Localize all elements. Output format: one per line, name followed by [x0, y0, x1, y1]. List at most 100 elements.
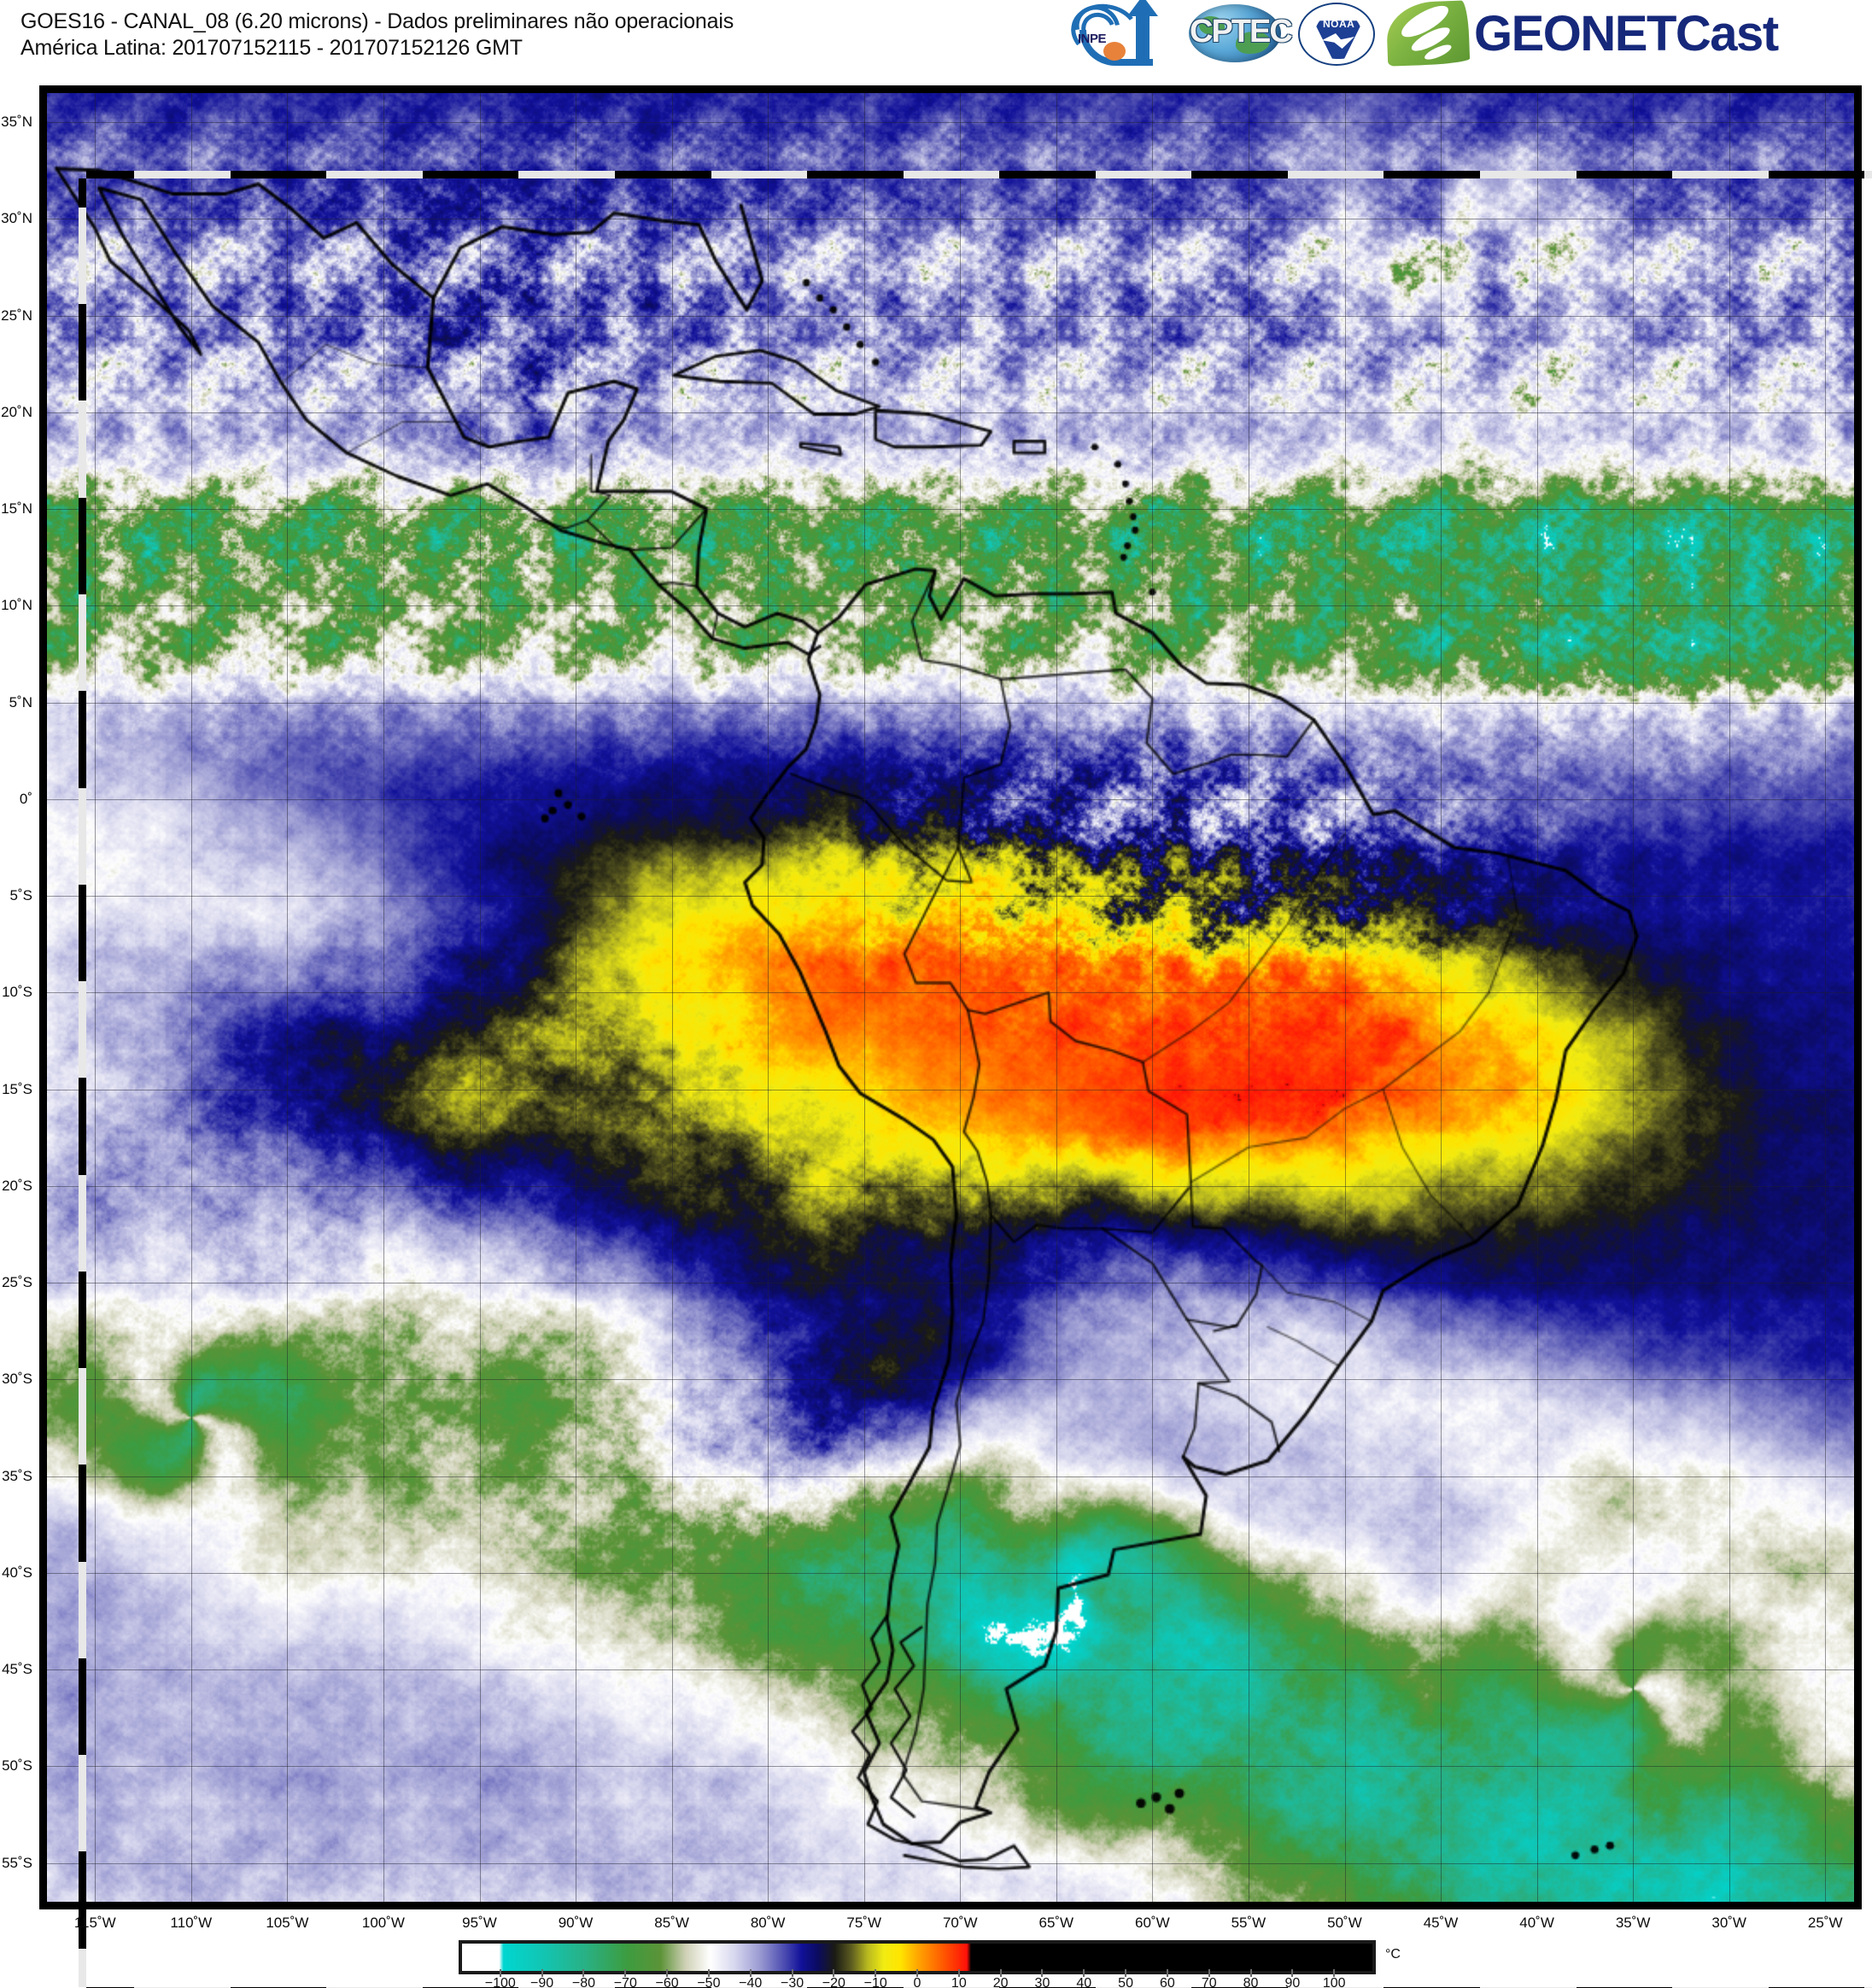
colorbar-tick-label: 50 — [1118, 1976, 1133, 1988]
colorbar-tick-label: −10 — [863, 1976, 887, 1988]
latitude-tick-label: 20˚N — [1, 403, 32, 420]
geonetcast-logo-label: GEONETCast — [1474, 5, 1779, 61]
latitude-tick-label: 50˚S — [2, 1757, 32, 1775]
colorbar-unit-label: °C — [1385, 1947, 1401, 1962]
colorbar-tick-label: 80 — [1243, 1976, 1259, 1988]
longitude-tick-label: 35˚W — [1615, 1915, 1651, 1931]
colorbar-tick — [499, 1969, 501, 1977]
colorbar-tick-label: 40 — [1076, 1976, 1092, 1988]
longitude-tick-label: 30˚W — [1711, 1915, 1746, 1931]
frame-tick-segment — [1864, 171, 1872, 178]
map-frame — [39, 85, 1862, 1909]
latitude-tick-label: 15˚S — [2, 1080, 32, 1097]
latitude-tick-label: 30˚S — [2, 1371, 32, 1388]
colorbar-tick — [1083, 1969, 1085, 1977]
colorbar-tick — [582, 1969, 585, 1977]
colorbar-tick — [666, 1969, 669, 1977]
noaa-logo-icon: NOAA — [1295, 1, 1378, 66]
colorbar-tick — [707, 1969, 710, 1977]
region-timestamp: América Latina: 201707152115 - 201707152… — [20, 36, 523, 60]
latitude-tick-label: 20˚S — [2, 1177, 32, 1194]
colorbar-tick — [999, 1969, 1002, 1977]
colorbar-tick-label: −80 — [571, 1976, 596, 1988]
colorbar-tick — [875, 1969, 877, 1977]
colorbar-tick — [1291, 1969, 1294, 1977]
latitude-tick-label: 55˚S — [2, 1854, 32, 1871]
longitude-tick-label: 40˚W — [1519, 1915, 1554, 1931]
colorbar-tick-label: 20 — [992, 1976, 1009, 1988]
colorbar-tick-label: 0 — [913, 1976, 921, 1988]
longitude-tick-label: 80˚W — [750, 1915, 786, 1931]
longitude-tick-label: 50˚W — [1327, 1915, 1362, 1931]
latitude-tick-label: 30˚N — [1, 210, 32, 227]
colorbar-tick-label: −70 — [613, 1976, 637, 1988]
colorbar-tick-label: −20 — [822, 1976, 845, 1988]
colorbar-tick-label: 100 — [1322, 1976, 1346, 1988]
longitude-tick-label: 45˚W — [1423, 1915, 1459, 1931]
colorbar-tick — [1208, 1969, 1210, 1977]
colorbar-tick-label: −100 — [484, 1976, 516, 1988]
longitude-tick-label: 95˚W — [462, 1915, 497, 1931]
longitude-tick-label: 75˚W — [846, 1915, 881, 1931]
satellite-imagery-canvas — [47, 93, 1854, 1902]
latitude-tick-label: 15˚N — [1, 500, 32, 517]
latitude-tick-label: 10˚S — [2, 984, 32, 1001]
colorbar-tick-label: 30 — [1034, 1976, 1050, 1988]
longitude-tick-label: 25˚W — [1807, 1915, 1843, 1931]
longitude-tick-label: 55˚W — [1231, 1915, 1267, 1931]
colorbar-tick-label: 60 — [1160, 1976, 1175, 1988]
longitude-tick-label: 65˚W — [1038, 1915, 1074, 1931]
latitude-tick-label: 35˚N — [1, 113, 32, 130]
colorbar-tick-label: −90 — [530, 1976, 554, 1988]
inpe-logo-label: INPE — [1078, 32, 1107, 46]
colorbar-tick-label: 90 — [1284, 1976, 1301, 1988]
title-block: GOES16 - CANAL_08 (6.20 microns) - Dados… — [20, 9, 734, 61]
logo-bar: INPE CPTEC NOAA GEONETCast — [1066, 0, 1865, 67]
colorbar-swatch — [459, 1940, 1376, 1974]
inpe-logo-icon: INPE — [1066, 0, 1175, 66]
colorbar-tick — [1166, 1969, 1168, 1977]
colorbar-tick-label: 70 — [1201, 1976, 1217, 1988]
longitude-tick-label: 105˚W — [266, 1915, 309, 1931]
colorbar-tick — [541, 1969, 543, 1977]
longitude-tick-label: 60˚W — [1135, 1915, 1170, 1931]
cptec-logo-label: CPTEC — [1190, 14, 1293, 50]
colorbar-tick — [957, 1969, 960, 1977]
colorbar-tick-label: −30 — [780, 1976, 804, 1988]
colorbar-tick — [791, 1969, 793, 1977]
colorbar-tick-label: −60 — [655, 1976, 679, 1988]
colorbar-ticks — [459, 1969, 1376, 1978]
latitude-tick-label: 25˚S — [2, 1274, 32, 1291]
temperature-colorbar: −100 −90 −80 −70 −60 −50 −40 −30 −20 −10 0 10 20 30 40… — [0, 1940, 1872, 1988]
longitude-tick-label: 100˚W — [361, 1915, 405, 1931]
latitude-tick-label: 10˚N — [1, 597, 32, 614]
colorbar-tick — [1041, 1969, 1044, 1977]
colorbar-tick-label: −40 — [739, 1976, 763, 1988]
colorbar-tick-labels: −100 −90 −80 −70 −60 −50 −40 −30 −20 −10 0 10 20 30 40… — [459, 1976, 1376, 1988]
colorbar-tick — [1249, 1969, 1252, 1977]
cptec-logo-icon: CPTEC — [1184, 1, 1293, 66]
colorbar-tick-label: 10 — [951, 1976, 967, 1988]
satellite-map[interactable] — [39, 85, 1872, 1988]
noaa-logo-label: NOAA — [1323, 18, 1355, 30]
colorbar-tick — [916, 1969, 918, 1977]
colorbar-tick — [1125, 1969, 1127, 1977]
latitude-tick-label: 35˚S — [2, 1467, 32, 1484]
header-bar: GOES16 - CANAL_08 (6.20 microns) - Dados… — [0, 0, 1872, 67]
colorbar-tick — [833, 1969, 835, 1977]
colorbar-gradient — [462, 1944, 1372, 1971]
longitude-tick-label: 70˚W — [942, 1915, 978, 1931]
product-title: GOES16 - CANAL_08 (6.20 microns) - Dados… — [20, 9, 734, 33]
colorbar-tick-label: −50 — [697, 1976, 721, 1988]
latitude-tick-label: 40˚S — [2, 1564, 32, 1581]
latitude-tick-label: 45˚S — [2, 1661, 32, 1678]
geonetcast-logo-icon: GEONETCast — [1385, 0, 1865, 67]
colorbar-tick — [749, 1969, 752, 1977]
latitude-tick-label: 0˚ — [19, 790, 32, 807]
longitude-tick-label: 110˚W — [170, 1915, 213, 1931]
colorbar-tick — [1333, 1969, 1336, 1977]
longitude-tick-label: 90˚W — [558, 1915, 594, 1931]
colorbar-tick — [624, 1969, 627, 1977]
latitude-tick-label: 5˚N — [9, 693, 32, 710]
latitude-tick-label: 25˚N — [1, 307, 32, 324]
